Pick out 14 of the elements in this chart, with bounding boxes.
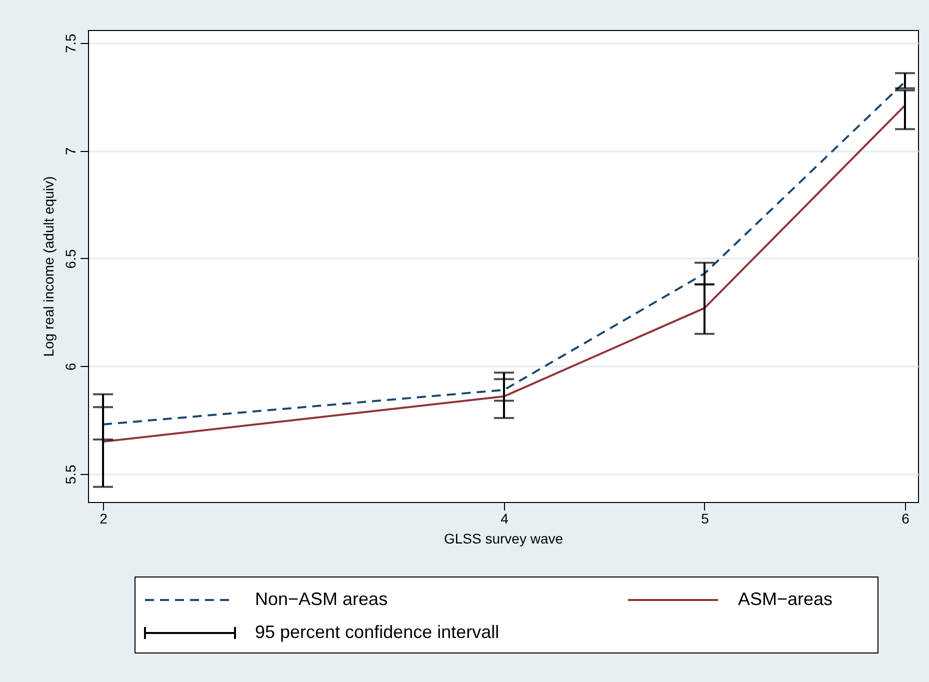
x-tick-label: 2 — [100, 510, 108, 526]
x-axis-title: GLSS survey wave — [444, 530, 564, 546]
legend-label: Non−ASM areas — [255, 589, 388, 609]
text: 95 percent confidence intervall — [255, 622, 500, 642]
y-tick-label: 5.5 — [62, 464, 78, 484]
x-tick-label: 4 — [500, 510, 509, 526]
legend-label: ASM−areas — [738, 589, 833, 609]
x-tick-label: 5 — [701, 510, 710, 526]
y-tick-label: 7 — [62, 147, 78, 156]
x-tick-label: 6 — [902, 510, 910, 526]
y-axis-title: Log real income (adult equiv) — [40, 176, 56, 357]
y-tick-label: 6.5 — [62, 249, 78, 269]
y-tick-label: 6 — [62, 362, 78, 371]
y-tick-label: 7.5 — [62, 33, 78, 54]
